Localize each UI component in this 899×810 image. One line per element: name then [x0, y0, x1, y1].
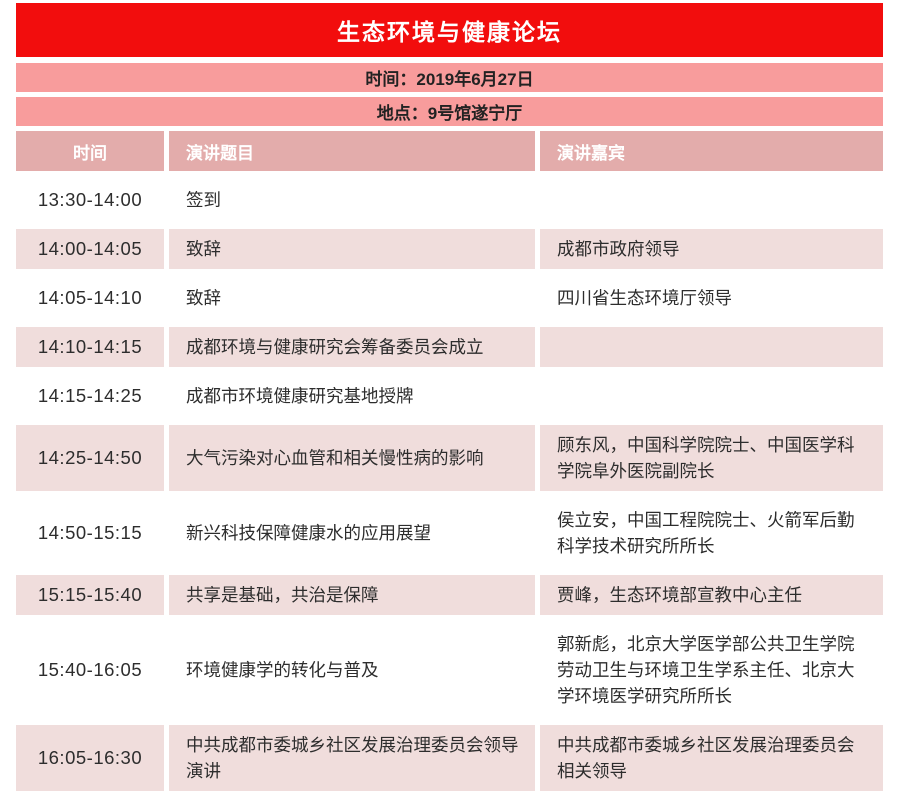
topic-cell: 环境健康学的转化与普及 — [186, 660, 379, 680]
guest-cell: 中共成都市委城乡社区发展治理委员会相关领导 — [540, 725, 883, 791]
table-row: 14:25-14:50 大气污染对心血管和相关慢性病的影响 顾东风，中国科学院院士、… — [16, 425, 883, 491]
guest-cell: 贾峰，生态环境部宣教中心主任 — [540, 575, 883, 615]
table-row: 15:15-15:40 共享是基础，共治是保障 贾峰，生态环境部宣教中心主任 — [16, 575, 883, 615]
time-cell: 14:25-14:50 — [16, 425, 164, 491]
time-cell: 14:10-14:15 — [16, 327, 164, 367]
table-row: 14:10-14:15 成都环境与健康研究会筹备委员会成立 — [16, 327, 883, 367]
forum-title: 生态环境与健康论坛 — [337, 19, 562, 45]
guest-cell: 郭新彪，北京大学医学部公共卫生学院劳动卫生与环境卫生学系主任、北京大学环境医学研… — [557, 634, 855, 706]
column-header-time: 时间 — [16, 131, 164, 171]
topic-cell: 成都环境与健康研究会筹备委员会成立 — [169, 327, 535, 367]
time-cell: 15:40-16:05 — [37, 659, 143, 680]
date-bar: 时间：2019年6月27日 — [16, 63, 883, 92]
guest-cell: 顾东风，中国科学院院士、中国医学科学院阜外医院副院长 — [540, 425, 883, 491]
time-cell: 13:30-14:00 — [37, 189, 143, 210]
time-cell: 16:05-16:30 — [16, 725, 164, 791]
table-body: 13:30-14:00 签到 14:00-14:05 致辞 成都市政府领导 14:05-1… — [16, 175, 883, 791]
venue-label: 地点：9号馆遂宁厅 — [376, 104, 523, 123]
table-row: 16:05-16:30 中共成都市委城乡社区发展治理委员会领导演讲 中共成都市委城乡… — [16, 725, 883, 791]
table-row: 14:05-14:10 致辞 四川省生态环境厅领导 — [16, 273, 883, 323]
forum-title-banner: 生态环境与健康论坛 — [16, 3, 883, 57]
column-header-topic: 演讲题目 — [169, 131, 535, 171]
time-cell: 14:50-15:15 — [37, 522, 143, 543]
time-cell: 14:05-14:10 — [37, 287, 143, 308]
date-label: 时间：2019年6月27日 — [365, 70, 534, 89]
topic-cell: 致辞 — [186, 288, 221, 308]
table-row: 14:50-15:15 新兴科技保障健康水的应用展望 侯立安，中国工程院院士、火箭军… — [16, 495, 883, 571]
guest-cell: 侯立安，中国工程院院士、火箭军后勤科学技术研究所所长 — [557, 510, 855, 556]
table-row: 14:15-14:25 成都市环境健康研究基地授牌 — [16, 371, 883, 421]
time-cell: 14:15-14:25 — [37, 385, 143, 406]
venue-bar: 地点：9号馆遂宁厅 — [16, 97, 883, 126]
time-cell: 15:15-15:40 — [16, 575, 164, 615]
topic-cell: 共享是基础，共治是保障 — [169, 575, 535, 615]
topic-cell: 签到 — [186, 190, 221, 210]
topic-cell: 致辞 — [169, 229, 535, 269]
table-header-row: 时间 演讲题目 演讲嘉宾 — [16, 131, 883, 171]
guest-cell — [540, 327, 883, 367]
column-header-guest: 演讲嘉宾 — [540, 131, 883, 171]
guest-cell — [540, 376, 883, 416]
guest-cell — [540, 180, 883, 220]
topic-cell: 大气污染对心血管和相关慢性病的影响 — [169, 425, 535, 491]
time-cell: 14:00-14:05 — [16, 229, 164, 269]
table-row: 13:30-14:00 签到 — [16, 175, 883, 225]
table-row: 15:40-16:05 环境健康学的转化与普及 郭新彪，北京大学医学部公共卫生学院劳… — [16, 619, 883, 721]
table-row: 14:00-14:05 致辞 成都市政府领导 — [16, 229, 883, 269]
topic-cell: 新兴科技保障健康水的应用展望 — [186, 523, 431, 543]
schedule-table: 时间 演讲题目 演讲嘉宾 13:30-14:00 签到 14:00-14:05 致辞成… — [16, 131, 883, 791]
topic-cell: 成都市环境健康研究基地授牌 — [186, 386, 414, 406]
topic-cell: 中共成都市委城乡社区发展治理委员会领导演讲 — [169, 725, 535, 791]
guest-cell: 成都市政府领导 — [540, 229, 883, 269]
guest-cell: 四川省生态环境厅领导 — [557, 288, 732, 308]
